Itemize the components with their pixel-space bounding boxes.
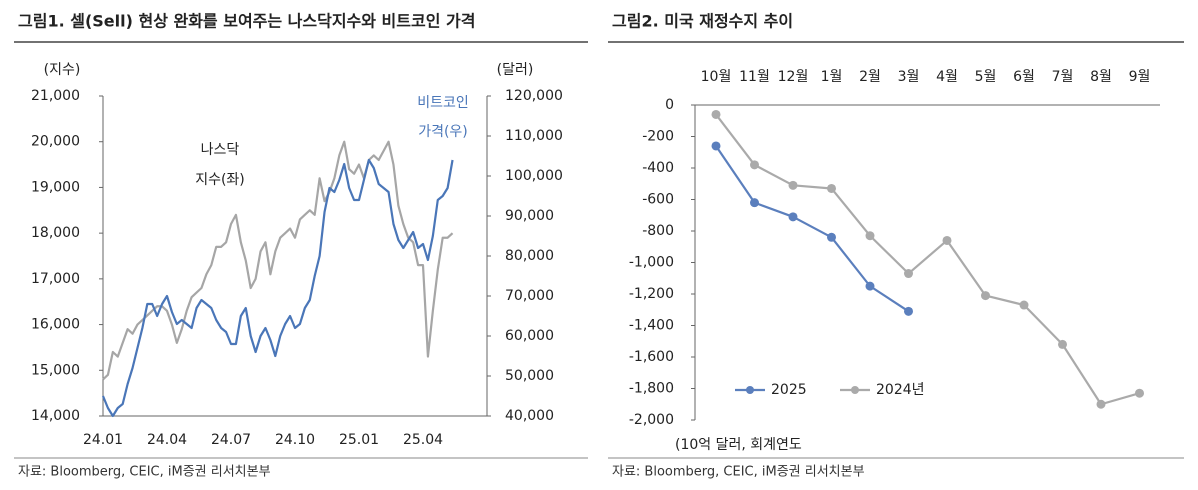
x-tick-label: 25.04 xyxy=(403,432,443,448)
y2-tick-label: 100,000 xyxy=(505,168,563,184)
point xyxy=(904,306,913,316)
point xyxy=(1135,388,1144,398)
x-tick-label: 2월 xyxy=(859,69,881,85)
x-tick-label: 9월 xyxy=(1129,69,1151,85)
source: 자료: Bloomberg, CEIC, iM증권 리서치본부 xyxy=(612,465,865,480)
y2-tick-label: 80,000 xyxy=(505,248,554,264)
y-tick-label: 17,000 xyxy=(31,271,80,287)
x-tick-label: 24.10 xyxy=(275,432,315,448)
legend-label: 2024년 xyxy=(876,382,925,398)
point xyxy=(750,198,759,208)
point xyxy=(711,109,721,119)
x-tick-label: 24.07 xyxy=(211,432,251,448)
point xyxy=(827,232,836,242)
y-tick-label: 0 xyxy=(665,97,674,113)
point xyxy=(1058,339,1067,349)
y-tick-label: -1,600 xyxy=(629,349,674,365)
point xyxy=(788,212,798,222)
point xyxy=(981,291,990,301)
x-tick-label: 24.04 xyxy=(147,432,187,448)
y-tick-label: 20,000 xyxy=(31,134,80,150)
y-tick-label: -1,000 xyxy=(629,255,674,271)
annotation: 나스닥 xyxy=(201,142,240,158)
point xyxy=(711,141,721,151)
source: 자료: Bloomberg, CEIC, iM증권 리서치본부 xyxy=(18,465,271,480)
x-tick-label: 3월 xyxy=(898,69,920,85)
x-tick-label: 24.01 xyxy=(83,432,123,448)
y2-tick-label: 40,000 xyxy=(505,408,554,424)
y2-tick-label: 50,000 xyxy=(505,368,554,384)
y-tick-label: 16,000 xyxy=(31,317,80,333)
x-tick-label: 12월 xyxy=(778,69,809,85)
legend-swatch xyxy=(746,386,754,394)
y-tick-label: -1,200 xyxy=(629,286,674,302)
chart-title: 그림2. 미국 재정수지 추이 xyxy=(612,12,793,31)
y2-tick-label: 70,000 xyxy=(505,288,554,304)
point xyxy=(1019,300,1029,310)
x-tick-label: 25.01 xyxy=(339,432,379,448)
x-tick-label: 5월 xyxy=(975,69,997,85)
point xyxy=(865,281,875,291)
x-tick-label: 10월 xyxy=(701,69,732,85)
point xyxy=(865,231,875,241)
y-tick-label: 18,000 xyxy=(31,225,80,241)
y-tick-label: -1,400 xyxy=(629,318,674,334)
legend-label: 2025 xyxy=(771,382,807,398)
x-tick-label: 7월 xyxy=(1052,69,1074,85)
y-tick-label: -600 xyxy=(642,192,674,208)
x-tick-label: 4월 xyxy=(936,69,958,85)
y2-tick-label: 120,000 xyxy=(505,88,563,104)
x-tick-label: 8월 xyxy=(1090,69,1112,85)
y2-tick-label: 90,000 xyxy=(505,208,554,224)
y2-tick-label: 110,000 xyxy=(505,128,563,144)
point xyxy=(750,160,759,170)
y-axis-label: (10억 달러, 회계연도 xyxy=(675,437,802,453)
point xyxy=(942,235,952,245)
annotation: 비트코인 xyxy=(417,95,469,111)
x-tick-label: 11월 xyxy=(739,69,770,85)
point xyxy=(904,269,913,279)
chart-title: 그림1. 셀(Sell) 현상 완화를 보여주는 나스닥지수와 비트코인 가격 xyxy=(18,12,475,31)
y2-axis-label: (달러) xyxy=(497,62,534,78)
y-tick-label: 15,000 xyxy=(31,362,80,378)
x-tick-label: 1월 xyxy=(821,69,843,85)
y-tick-label: -200 xyxy=(642,129,674,145)
legend-swatch xyxy=(851,386,859,394)
annotation: 가격(우) xyxy=(418,124,468,140)
point xyxy=(1096,399,1106,409)
series-line xyxy=(715,113,1140,406)
series-line xyxy=(101,158,454,418)
y-tick-label: -800 xyxy=(642,223,674,239)
y-tick-label: 21,000 xyxy=(31,88,80,104)
series-line xyxy=(715,145,910,313)
y-tick-label: -400 xyxy=(642,160,674,176)
y-tick-label: 14,000 xyxy=(31,408,80,424)
y-tick-label: -2,000 xyxy=(629,412,674,428)
point xyxy=(827,183,836,193)
x-tick-label: 6월 xyxy=(1013,69,1035,85)
annotation: 지수(좌) xyxy=(195,172,245,188)
point xyxy=(788,180,798,190)
y-axis-label: (지수) xyxy=(44,62,81,78)
y-tick-label: -1,800 xyxy=(629,381,674,397)
y2-tick-label: 60,000 xyxy=(505,328,554,344)
y-tick-label: 19,000 xyxy=(31,179,80,195)
